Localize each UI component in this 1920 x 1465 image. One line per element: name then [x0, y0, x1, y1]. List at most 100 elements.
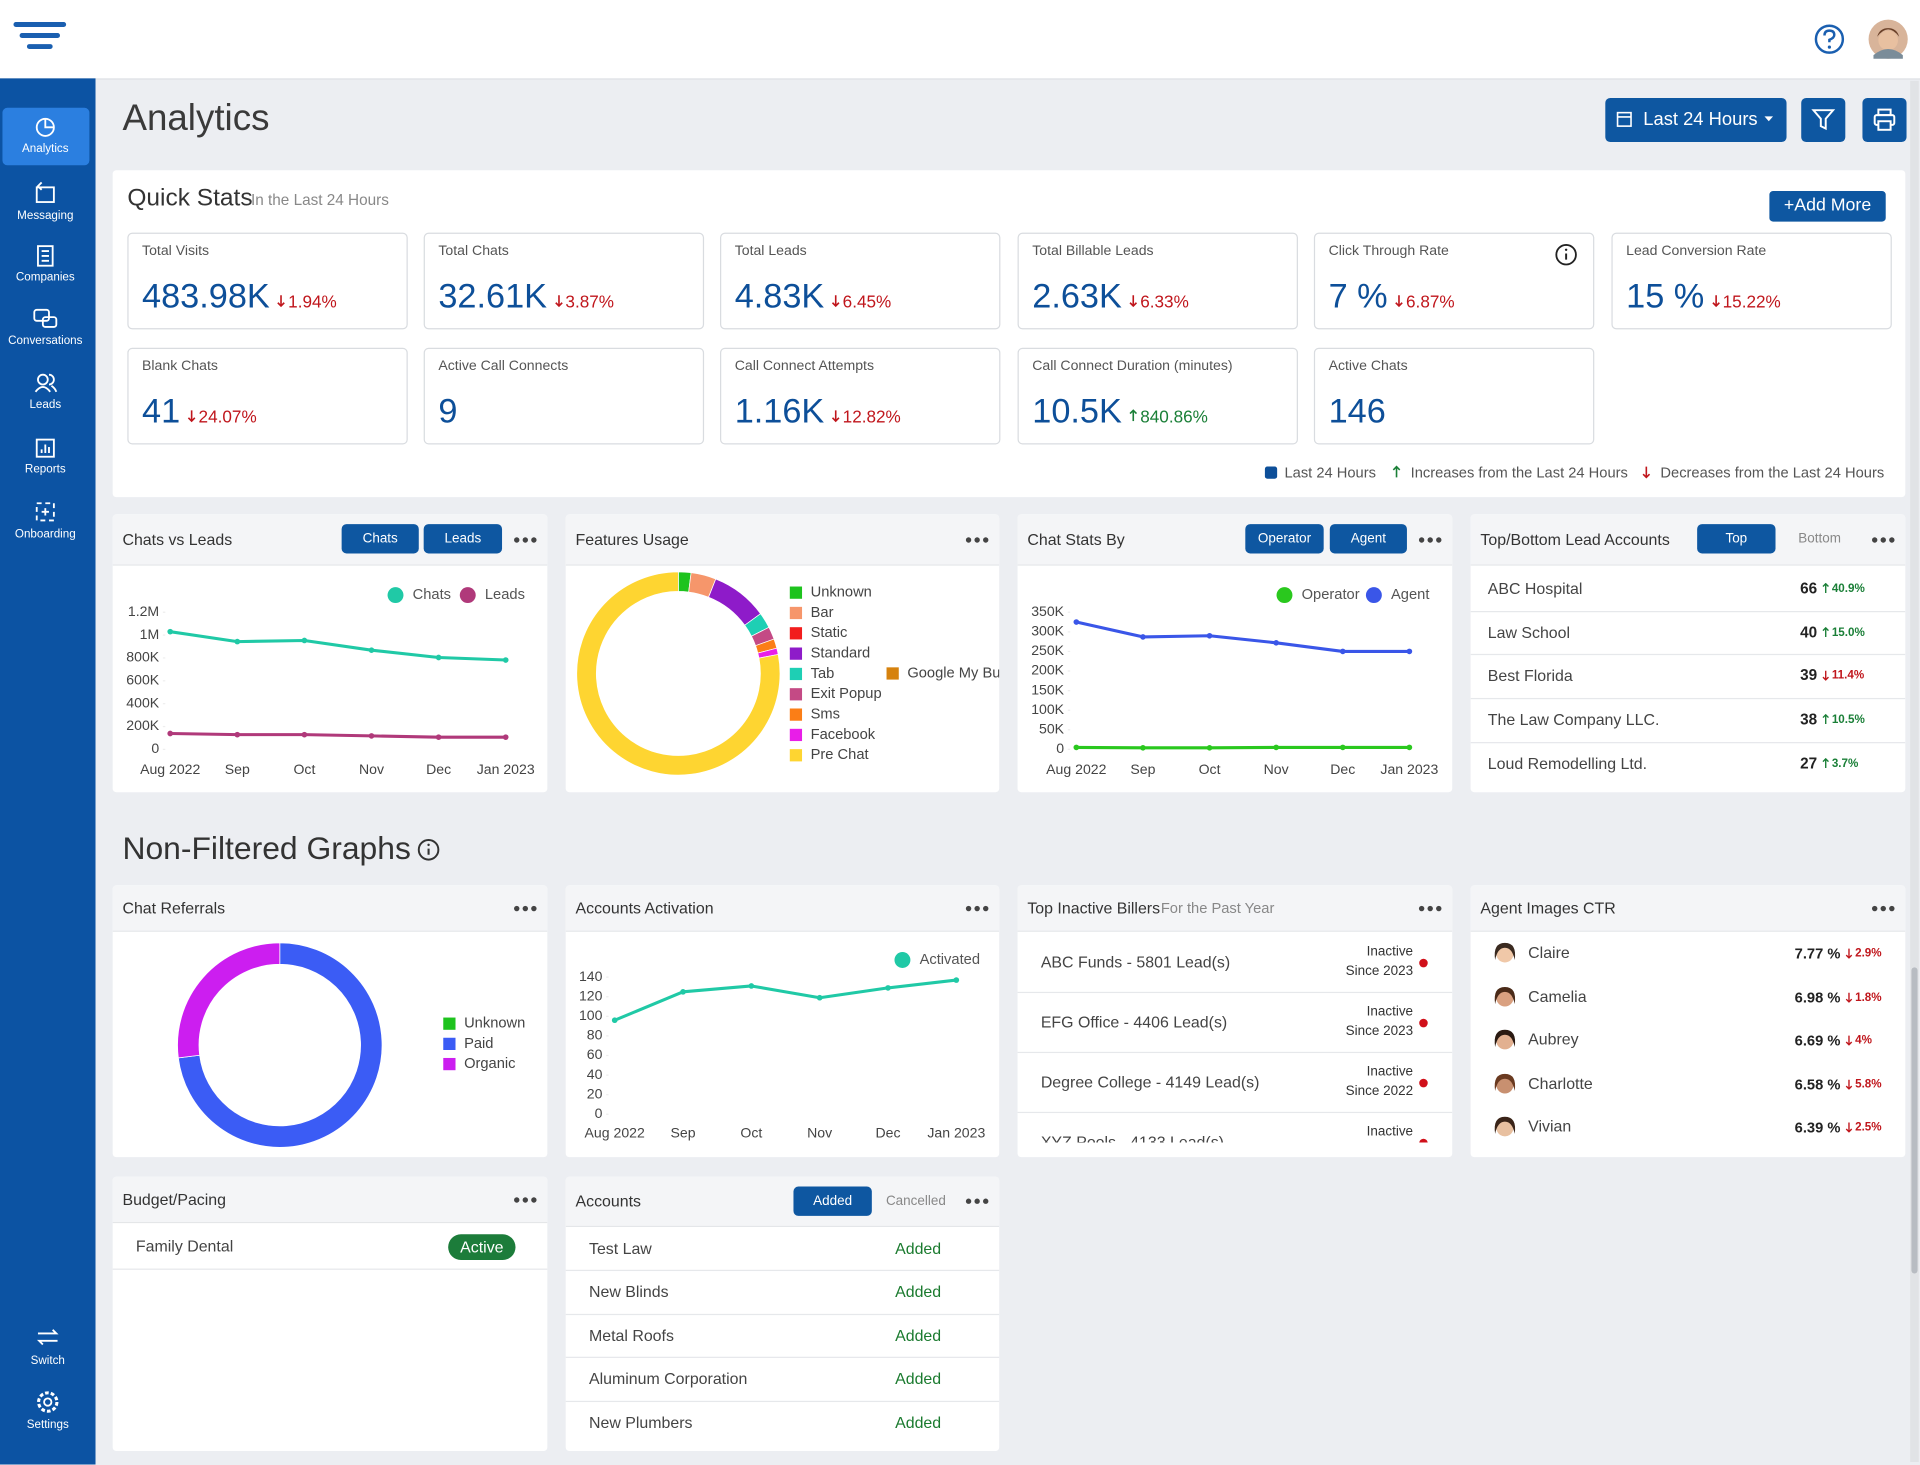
legend-label: Operator	[1302, 587, 1360, 603]
nav-label[interactable]: Companies	[15, 270, 75, 285]
more-menu[interactable]	[511, 1192, 543, 1207]
legend-label: Pre Chat	[811, 747, 869, 763]
icon-part	[35, 438, 55, 458]
dot	[1889, 905, 1895, 911]
legend-marker	[789, 647, 803, 660]
nav-label[interactable]: Switch	[30, 1354, 65, 1368]
help-icon[interactable]	[1812, 22, 1846, 56]
more-menu[interactable]	[962, 532, 994, 547]
agent-rate: 6.58 %	[1794, 1075, 1841, 1093]
user-avatar[interactable]	[1867, 18, 1909, 60]
legend-swatch	[1264, 466, 1278, 479]
icon-part	[1616, 111, 1632, 127]
more-menu[interactable]	[1416, 532, 1448, 547]
tab-button[interactable]: Operator	[1245, 524, 1324, 554]
series-point	[885, 985, 891, 991]
y-tick-label: 300K	[1031, 623, 1064, 639]
nav-label[interactable]: Settings	[26, 1417, 69, 1432]
legend-label: Bar	[811, 605, 834, 621]
add-more-button[interactable]: +Add More	[1769, 191, 1886, 222]
tab-button[interactable]: Agent	[1329, 524, 1407, 554]
arrow-down-icon	[554, 295, 563, 308]
panel-header	[565, 885, 1000, 932]
icon-part	[41, 250, 49, 262]
stat-value: 15 %	[1626, 276, 1705, 315]
y-tick-label: 0	[151, 740, 159, 756]
arrow-head	[1822, 582, 1829, 588]
biller-name: EFG Office - 4406 Lead(s)	[1040, 1012, 1228, 1032]
stat-change: 6.87%	[1395, 291, 1455, 310]
stat-card	[423, 347, 705, 445]
legend-marker	[789, 606, 803, 620]
arrow-down-icon	[1845, 992, 1853, 1003]
legend-label: Exit Popup	[811, 686, 882, 702]
panel-title: Budget/Pacing	[122, 1189, 227, 1209]
stat-value: 4.83K	[734, 276, 825, 315]
legend-marker	[459, 587, 476, 604]
dot	[1889, 536, 1895, 543]
agent-avatar	[1494, 942, 1516, 963]
arrow-head	[1392, 465, 1401, 471]
more-menu[interactable]	[511, 532, 543, 547]
tab-button[interactable]: Top	[1697, 524, 1776, 554]
more-menu[interactable]	[1869, 901, 1901, 916]
filter-button[interactable]	[1801, 97, 1846, 143]
legend-label: Leads	[485, 587, 525, 603]
arrow-down-icon	[832, 295, 840, 308]
x-tick-label: Jan 2023	[1380, 761, 1438, 777]
nav-label[interactable]: Leads	[29, 397, 62, 412]
more-menu[interactable]	[511, 901, 543, 916]
dot	[531, 1196, 537, 1203]
stat-label: Call Connect Attempts	[734, 358, 875, 374]
nav-label[interactable]: Conversations	[8, 334, 83, 348]
arrow-head	[1642, 473, 1651, 479]
arrow-down-icon	[1822, 671, 1829, 682]
legend-text: Increases from the Last 24 Hours	[1410, 463, 1628, 481]
series-point	[953, 977, 960, 983]
y-tick-label: 1.2M	[128, 603, 159, 619]
dot	[983, 1198, 989, 1204]
tab-button[interactable]: Chats	[341, 524, 419, 554]
y-tick-label: 150K	[1031, 681, 1064, 697]
dot	[522, 1196, 529, 1203]
range-button[interactable]	[1605, 97, 1787, 143]
nav-label[interactable]: Messaging	[17, 209, 74, 223]
tab-button[interactable]: Added	[793, 1186, 872, 1216]
more-menu[interactable]	[962, 1194, 994, 1209]
row-divider	[112, 1268, 548, 1270]
chart: Unknown Paid Organic	[177, 942, 525, 1148]
stat-row: 1.16K 12.82%	[735, 392, 901, 431]
y-tick-label: 800K	[126, 649, 159, 665]
stat-change-value: 12.82%	[842, 405, 901, 426]
y-tick-label: 0	[595, 1105, 603, 1121]
account-name: Loud Remodelling Ltd.	[1487, 754, 1648, 773]
agent-name: Charlotte	[1528, 1073, 1593, 1092]
icon-part	[43, 1397, 53, 1407]
nav-icon	[35, 181, 55, 203]
nav-label[interactable]: Reports	[24, 462, 66, 477]
tab-button[interactable]: Bottom	[1780, 524, 1859, 554]
stat-row: 15 % 15.22%	[1626, 277, 1781, 316]
tab-button[interactable]: Cancelled	[876, 1186, 956, 1216]
stat-value: 10.5K	[1032, 391, 1122, 430]
arrow-head	[1395, 302, 1404, 308]
quick-stats-title: Quick Stats	[127, 184, 253, 212]
y-tick-label: 350K	[1031, 603, 1064, 619]
nav-label[interactable]: Onboarding	[14, 527, 76, 542]
tab-button[interactable]: Leads	[423, 524, 503, 554]
nav-label[interactable]: Analytics	[22, 142, 69, 156]
stat-change-value: 6.45%	[842, 290, 892, 311]
x-tick-label: Nov	[1264, 761, 1289, 777]
more-menu[interactable]	[1869, 532, 1901, 547]
logo	[13, 22, 67, 49]
more-menu[interactable]	[1416, 901, 1448, 916]
info-icon	[1555, 243, 1577, 266]
legend-marker	[894, 952, 911, 968]
agent-change: 1.8%	[1855, 990, 1882, 1004]
icon-part	[1564, 248, 1568, 252]
x-tick-label: Dec	[1330, 761, 1355, 777]
print-button[interactable]	[1862, 97, 1907, 143]
x-tick-label: Aug 2022	[1046, 761, 1106, 777]
more-menu[interactable]	[962, 901, 994, 916]
